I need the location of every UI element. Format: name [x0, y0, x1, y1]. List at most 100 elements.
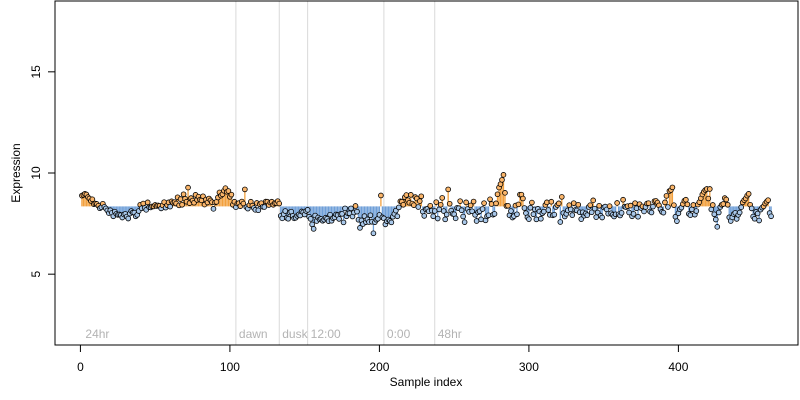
y-tick-label: 10	[29, 166, 43, 180]
data-point	[452, 215, 459, 222]
data-point	[693, 208, 700, 214]
data-point	[578, 216, 585, 222]
x-tick-label: 100	[220, 360, 240, 374]
data-point	[709, 202, 716, 208]
data-point	[228, 191, 235, 198]
data-point	[240, 200, 247, 207]
data-point	[463, 199, 469, 206]
data-point	[415, 204, 422, 210]
data-point	[461, 219, 468, 225]
data-point	[650, 203, 656, 210]
data-point	[261, 204, 268, 210]
data-point	[144, 199, 151, 206]
marker-label: dusk	[282, 327, 308, 341]
data-point	[421, 213, 428, 219]
data-point	[588, 209, 595, 216]
data-point	[255, 207, 262, 214]
data-point	[645, 200, 652, 206]
annotation-label: 24hr	[85, 327, 109, 341]
data-point	[545, 207, 552, 213]
vertical-marker-lines	[235, 1, 436, 345]
data-point	[724, 201, 731, 208]
data-point	[487, 196, 493, 203]
data-point	[500, 172, 507, 178]
x-axis: 0 100 200 300 400	[77, 344, 689, 374]
data-point	[514, 211, 520, 218]
data-point	[478, 216, 484, 223]
data-point	[89, 196, 96, 203]
y-axis-title: Expression	[9, 143, 23, 202]
data-point	[558, 194, 565, 200]
data-point	[570, 200, 577, 206]
data-point	[439, 195, 445, 201]
data-point	[738, 204, 744, 210]
data-point	[606, 203, 613, 209]
data-point	[430, 213, 437, 220]
data-point	[712, 216, 719, 223]
data-point	[530, 211, 537, 218]
data-point	[620, 196, 626, 203]
plot-frame	[54, 0, 799, 346]
data-point	[715, 209, 722, 216]
data-point	[470, 198, 477, 205]
data-point	[225, 188, 232, 194]
data-point	[485, 212, 492, 219]
data-point	[687, 212, 694, 218]
data-point	[443, 211, 450, 218]
data-point	[768, 213, 774, 220]
data-point	[388, 219, 395, 226]
data-point	[276, 200, 283, 207]
data-point	[458, 207, 465, 214]
data-point	[460, 213, 466, 220]
data-point	[467, 202, 474, 209]
data-point	[683, 196, 689, 203]
data-point	[665, 204, 671, 210]
data-point	[370, 230, 377, 237]
data-point	[446, 200, 453, 207]
data-point	[307, 216, 314, 222]
data-point	[440, 208, 447, 214]
marker-label: 12:00	[311, 327, 341, 341]
data-point	[515, 201, 522, 208]
x-tick-label: 200	[369, 360, 389, 374]
data-point	[304, 207, 311, 213]
data-point	[493, 200, 499, 207]
data-point	[711, 211, 718, 218]
data-point	[669, 184, 676, 191]
data-point	[400, 201, 407, 208]
data-point	[521, 205, 528, 211]
data-point	[367, 212, 374, 219]
data-point	[469, 208, 475, 215]
data-point	[627, 202, 634, 209]
data-point	[431, 208, 438, 214]
data-point	[410, 202, 417, 208]
data-point	[648, 209, 655, 216]
data-point	[599, 214, 605, 221]
data-point	[748, 205, 755, 212]
data-point	[705, 195, 712, 202]
data-point	[556, 200, 562, 207]
data-point	[508, 208, 514, 214]
data-point	[663, 193, 670, 199]
data-point	[569, 212, 576, 218]
y-axis: 5 10 15	[29, 65, 56, 278]
vertical-marker-labels: dawn dusk 12:00 0:00 48hr 24hr	[85, 327, 461, 341]
x-axis-title: Sample index	[390, 375, 463, 389]
data-point	[242, 186, 248, 193]
data-point	[538, 215, 544, 222]
data-point	[736, 209, 743, 216]
data-point	[548, 198, 555, 205]
data-point	[403, 192, 410, 198]
data-point	[342, 205, 348, 212]
data-point	[551, 211, 558, 218]
data-point	[394, 213, 401, 220]
data-point	[754, 210, 761, 217]
data-point	[499, 177, 505, 183]
data-point	[416, 198, 423, 204]
marker-label: 0:00	[387, 327, 411, 341]
data-point	[433, 199, 440, 205]
data-point	[340, 219, 347, 226]
data-points	[79, 172, 774, 237]
data-point	[614, 200, 620, 206]
data-point	[584, 212, 591, 218]
